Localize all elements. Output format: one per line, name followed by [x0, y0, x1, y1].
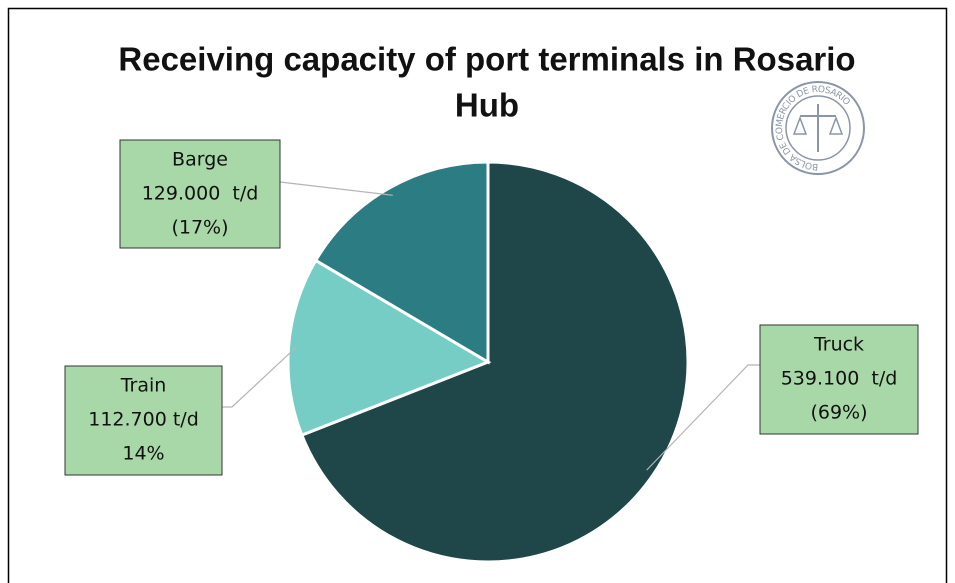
pie-slice [313, 160, 490, 365]
data-label-name: Barge [172, 149, 228, 171]
pie-slice [299, 160, 690, 564]
data-label-box [759, 324, 919, 435]
logo: BOLSA DE COMERCIO DE ROSARIO [771, 81, 865, 175]
leader-line [279, 181, 393, 196]
chart-title: Hub [455, 87, 519, 124]
data-label-percent: 14% [122, 443, 164, 465]
data-label-percent: (69%) [810, 402, 867, 424]
pie-slice [286, 258, 492, 438]
leader-line [222, 346, 298, 408]
data-label-name: Truck [813, 334, 864, 356]
data-label-value: 129.000 t/d [142, 183, 259, 205]
data-label-percent: (17%) [171, 217, 228, 239]
data-label-value: 539.100 t/d [781, 368, 898, 390]
chart-title: Receiving capacity of port terminals in … [118, 41, 855, 78]
data-label-box [119, 139, 281, 249]
leader-line [646, 364, 760, 471]
data-label-name: Train [120, 375, 167, 397]
data-label-box [64, 365, 223, 476]
data-label-value: 112.700 t/d [88, 409, 199, 431]
